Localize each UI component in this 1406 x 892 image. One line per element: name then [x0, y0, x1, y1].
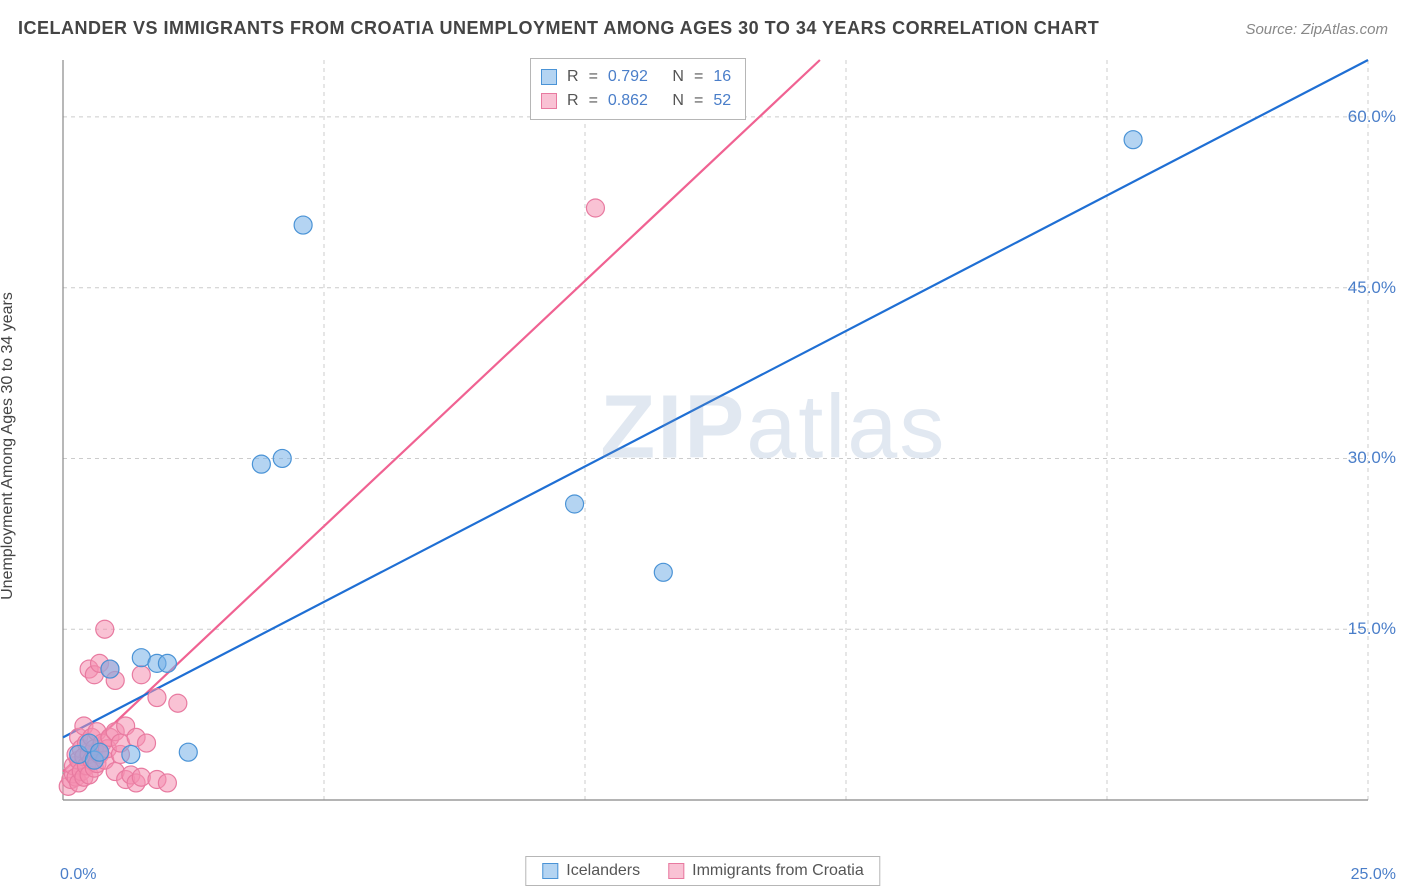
y-axis-label: Unemployment Among Ages 30 to 34 years — [0, 138, 17, 446]
chart-header: ICELANDER VS IMMIGRANTS FROM CROATIA UNE… — [18, 18, 1388, 39]
x-tick-min: 0.0% — [60, 866, 96, 884]
swatch-blue-icon — [541, 69, 557, 85]
chart-title: ICELANDER VS IMMIGRANTS FROM CROATIA UNE… — [18, 18, 1099, 39]
y-tick-label: 30.0% — [1348, 448, 1396, 468]
y-tick-label: 15.0% — [1348, 619, 1396, 639]
swatch-pink-icon — [541, 93, 557, 109]
correlation-stats-box: R = 0.792 N = 16 R = 0.862 N = 52 — [530, 58, 746, 120]
scatter-plot — [58, 55, 1388, 825]
x-tick-max: 25.0% — [1351, 866, 1396, 884]
y-tick-label: 60.0% — [1348, 107, 1396, 127]
source-attribution: Source: ZipAtlas.com — [1245, 21, 1388, 38]
legend-item-blue: Icelanders — [542, 862, 640, 880]
swatch-pink-icon — [668, 863, 684, 879]
y-tick-label: 45.0% — [1348, 278, 1396, 298]
stats-row-pink: R = 0.862 N = 52 — [541, 89, 731, 113]
swatch-blue-icon — [542, 863, 558, 879]
stats-row-blue: R = 0.792 N = 16 — [541, 65, 731, 89]
legend-item-pink: Immigrants from Croatia — [668, 862, 864, 880]
legend: Icelanders Immigrants from Croatia — [525, 856, 880, 886]
